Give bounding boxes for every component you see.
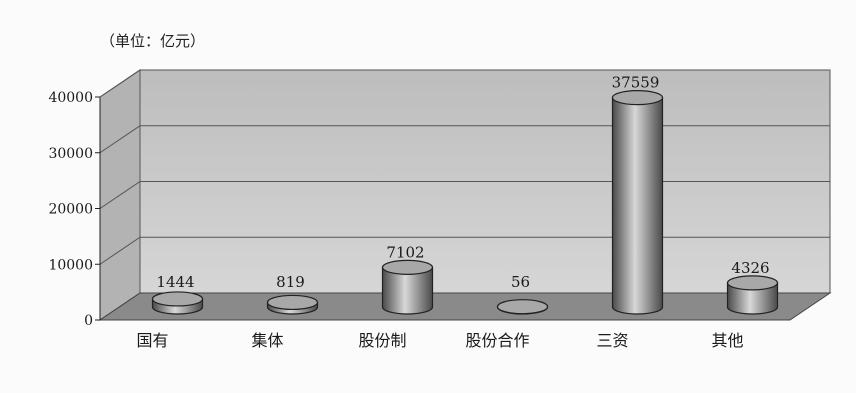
bar [266, 294, 319, 315]
bar [496, 299, 549, 315]
data-label: 37559 [612, 74, 660, 92]
data-label: 4326 [731, 259, 769, 277]
data-label: 7102 [386, 243, 424, 261]
y-tick-label: 30000 [48, 146, 93, 162]
bar-body [381, 266, 434, 315]
y-tick-label: 10000 [48, 257, 93, 273]
gridline-side [99, 125, 141, 154]
x-tick-label: 集体 [251, 331, 283, 350]
x-tick-label: 股份合作 [465, 331, 529, 350]
bar-top [611, 90, 664, 106]
bar [151, 291, 204, 315]
bar-top [496, 299, 549, 315]
y-tick-label: 0 [84, 313, 93, 329]
bar [611, 90, 664, 315]
gridline-side [99, 69, 141, 98]
bar [726, 275, 779, 315]
bar-top [151, 291, 204, 307]
data-label: 56 [511, 273, 530, 291]
gridline-side [99, 236, 141, 265]
bar-body [726, 282, 779, 315]
bar [381, 259, 434, 315]
data-label: 819 [276, 273, 305, 291]
x-tick-label: 其他 [711, 331, 743, 350]
bar-top [381, 259, 434, 276]
data-label: 1444 [156, 273, 194, 291]
y-tick-label: 20000 [48, 202, 93, 218]
y-tick-label: 40000 [48, 90, 93, 106]
bar-body [611, 97, 664, 315]
unit-label: （单位：亿元） [100, 32, 206, 50]
bar-top [266, 294, 319, 311]
x-tick-label: 国有 [136, 331, 168, 350]
floor [98, 292, 832, 321]
x-tick-label: 股份制 [358, 331, 406, 350]
gridline-side [99, 181, 141, 209]
x-tick-label: 三资 [596, 331, 628, 350]
bar-top [726, 275, 779, 291]
